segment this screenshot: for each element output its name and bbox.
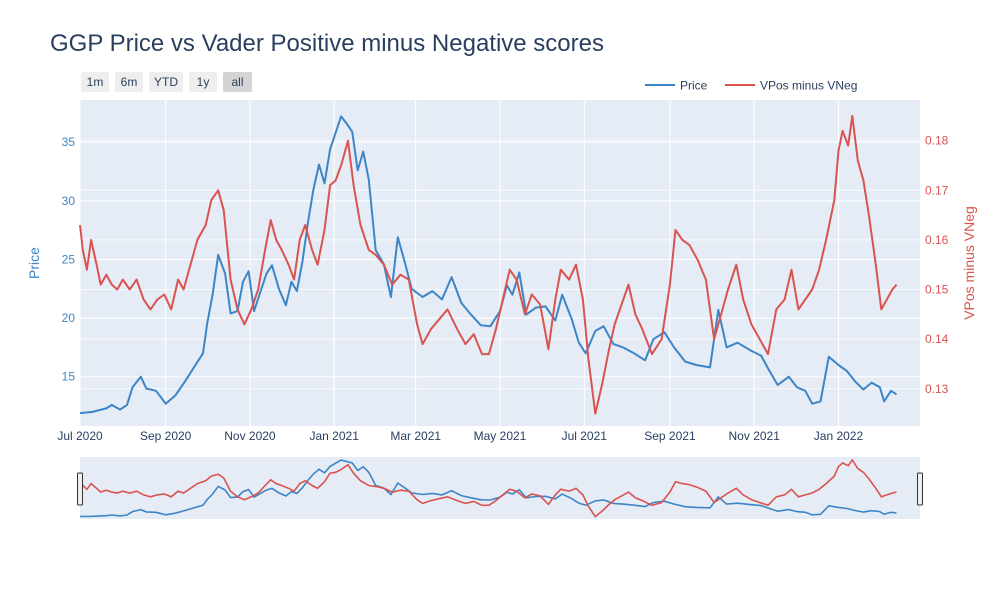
- x-tick-label: Mar 2021: [390, 429, 441, 443]
- x-tick-label: Jan 2021: [310, 429, 360, 443]
- range-button-label: 1m: [87, 75, 104, 89]
- range-button-bg: [115, 72, 143, 92]
- range-slider[interactable]: [77, 457, 923, 519]
- range-button-all[interactable]: all: [223, 72, 252, 92]
- range-button-6m[interactable]: 6m: [115, 72, 143, 92]
- range-selector: 1m 6m YTD 1y all: [81, 72, 252, 92]
- range-slider-left-handle[interactable]: [77, 472, 83, 506]
- range-button-1y[interactable]: 1y: [189, 72, 217, 92]
- x-axis: Jul 2020 Sep 2020 Nov 2020 Jan 2021 Mar 2021…: [57, 429, 863, 443]
- y2-tick-label: 0.13: [925, 382, 949, 396]
- range-button-label: YTD: [154, 75, 178, 89]
- gridlines: [79, 100, 920, 426]
- y-axis-right: 0.13 0.14 0.15 0.16 0.17 0.18: [925, 134, 949, 396]
- y-axis-left: 15 20 25 30 35: [62, 135, 76, 384]
- y-axis-title: Price: [26, 247, 42, 279]
- range-button-bg: [189, 72, 217, 92]
- x-tick-label: Sep 2020: [140, 429, 192, 443]
- y-tick-label: 30: [62, 194, 76, 208]
- range-button-ytd[interactable]: YTD: [149, 72, 183, 92]
- range-button-1m[interactable]: 1m: [81, 72, 109, 92]
- chart-title: GGP Price vs Vader Positive minus Negati…: [50, 30, 604, 57]
- range-button-bg: [223, 72, 252, 92]
- legend-item[interactable]: VPos minus VNeg: [725, 79, 857, 93]
- range-button-label: 1y: [197, 75, 210, 89]
- range-button-bg: [149, 72, 183, 92]
- y-tick-label: 15: [62, 370, 76, 384]
- y2-tick-label: 0.14: [925, 332, 949, 346]
- range-slider-line-price: [79, 459, 897, 518]
- x-tick-label: Jul 2021: [562, 429, 608, 443]
- range-button-label: 6m: [121, 75, 138, 89]
- y-tick-label: 35: [62, 135, 76, 149]
- y2-axis-title: VPos minus VNeg: [961, 206, 977, 320]
- range-slider-right-handle[interactable]: [917, 472, 923, 506]
- legend-label: VPos minus VNeg: [760, 79, 857, 93]
- range-button-bg: [81, 72, 109, 92]
- y2-tick-label: 0.17: [925, 183, 949, 197]
- y2-tick-label: 0.18: [925, 134, 949, 148]
- y2-tick-label: 0.15: [925, 283, 949, 297]
- legend: Price VPos minus VNeg: [645, 79, 857, 93]
- x-tick-label: Nov 2020: [224, 429, 276, 443]
- legend-label: Price: [680, 79, 708, 93]
- y-tick-label: 20: [62, 311, 76, 325]
- x-tick-label: Nov 2021: [729, 429, 781, 443]
- x-tick-label: May 2021: [474, 429, 527, 443]
- series-line-sentiment: [79, 114, 898, 415]
- range-slider-line-sentiment: [79, 458, 897, 518]
- series-lines: [79, 114, 898, 415]
- range-button-label: all: [231, 75, 243, 89]
- legend-item[interactable]: Price: [645, 79, 708, 93]
- range-slider-bg: [80, 457, 920, 519]
- y-tick-label: 25: [62, 252, 76, 266]
- y2-tick-label: 0.16: [925, 233, 949, 247]
- x-tick-label: Sep 2021: [644, 429, 696, 443]
- x-tick-label: Jan 2022: [814, 429, 864, 443]
- series-line-price: [79, 115, 898, 415]
- x-tick-label: Jul 2020: [57, 429, 103, 443]
